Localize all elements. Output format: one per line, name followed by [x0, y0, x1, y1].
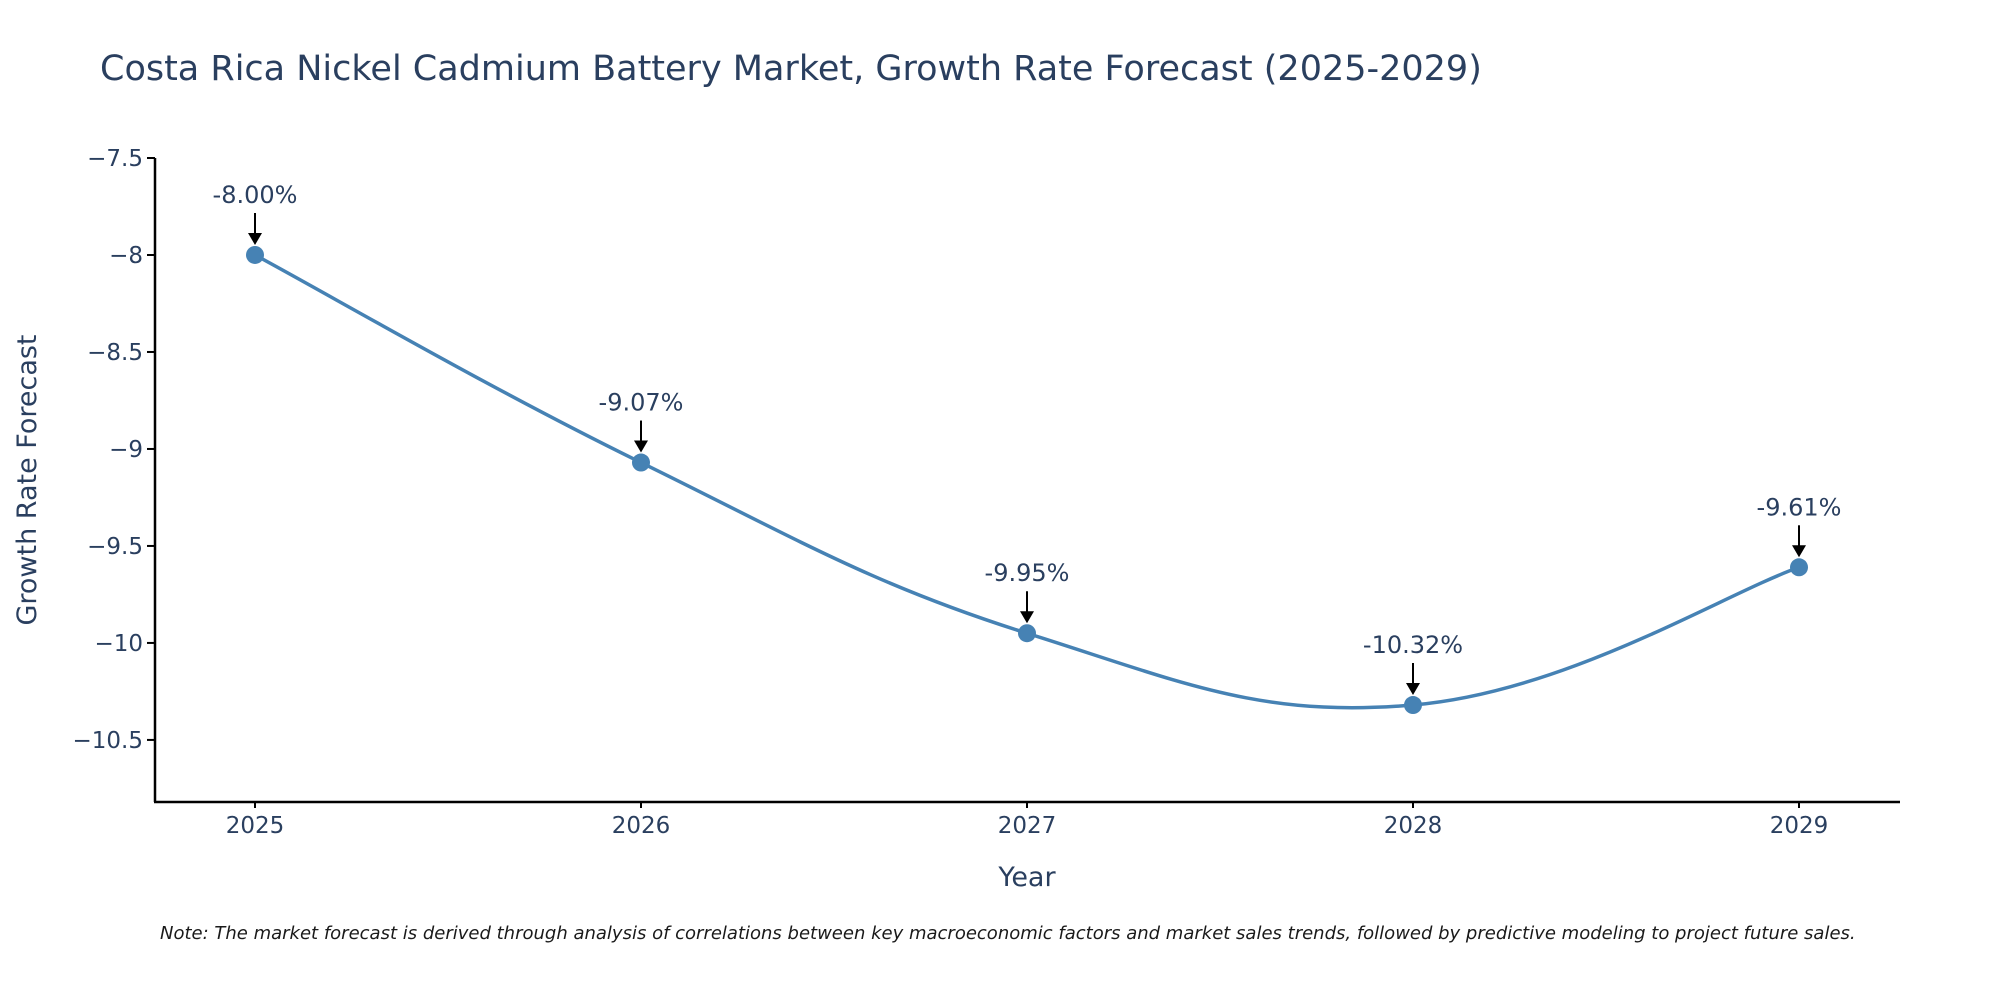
- x-axis-title: Year: [997, 862, 1056, 893]
- data-label: -9.61%: [1757, 493, 1842, 521]
- annotation-arrowhead: [248, 232, 262, 245]
- y-tick-label: −8.5: [87, 340, 143, 366]
- data-point: [1018, 624, 1036, 643]
- x-tick-label: 2025: [226, 813, 285, 839]
- y-tick-label: −10: [94, 631, 143, 657]
- x-axis-ticks: 2025 2026 2027 2028 2029: [226, 802, 1829, 839]
- annotation-arrowhead: [1406, 683, 1420, 696]
- y-tick-label: −8: [109, 243, 143, 269]
- data-point: [1404, 696, 1422, 715]
- data-points: [246, 245, 1808, 715]
- data-label: -10.32%: [1363, 631, 1463, 659]
- x-tick-label: 2029: [1770, 813, 1829, 839]
- data-label: -9.95%: [985, 559, 1070, 587]
- x-tick-label: 2027: [998, 813, 1057, 839]
- x-tick-label: 2026: [612, 813, 671, 839]
- data-point: [1790, 558, 1808, 577]
- footnote: Note: The market forecast is derived thr…: [160, 923, 1856, 944]
- data-label: -9.07%: [599, 389, 684, 417]
- annotation-arrowhead: [1020, 611, 1034, 624]
- data-annotations: -8.00% -9.07% -9.95% -10.32% -9.61%: [213, 181, 1842, 696]
- x-tick-label: 2028: [1384, 813, 1443, 839]
- chart-title: Costa Rica Nickel Cadmium Battery Market…: [100, 49, 1482, 89]
- annotation-arrowhead: [634, 440, 648, 453]
- y-tick-label: −10.5: [73, 728, 143, 754]
- annotation-arrowhead: [1792, 545, 1806, 558]
- y-tick-label: −9: [109, 437, 143, 463]
- y-tick-label: −7.5: [87, 146, 143, 172]
- y-axis-ticks: −7.5 −8 −8.5 −9 −9.5 −10 −10.5: [73, 146, 155, 754]
- data-point: [632, 453, 650, 472]
- y-axis-title: Growth Rate Forecast: [12, 334, 43, 625]
- data-label: -8.00%: [213, 181, 298, 209]
- y-tick-label: −9.5: [87, 534, 143, 560]
- data-point: [246, 245, 264, 264]
